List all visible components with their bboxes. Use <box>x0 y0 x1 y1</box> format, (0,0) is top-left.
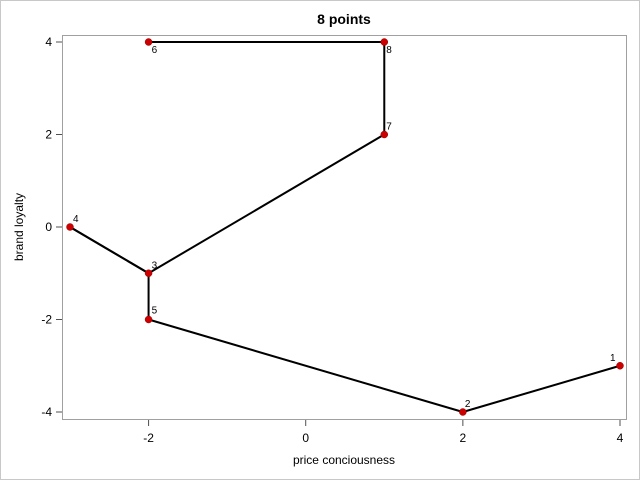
y-tick-label: -2 <box>41 313 52 327</box>
y-tick-label: 2 <box>45 128 52 142</box>
y-tick-label: 0 <box>45 220 52 234</box>
y-axis-label: brand loyalty <box>12 193 26 261</box>
series-line-segment <box>462 364 621 413</box>
data-point-label: 2 <box>465 399 471 410</box>
data-point-marker <box>459 408 467 416</box>
x-tick-label: -2 <box>143 431 154 445</box>
data-point-label: 6 <box>152 45 158 56</box>
y-tick-label: -4 <box>41 405 52 419</box>
data-point-marker <box>616 362 624 370</box>
x-tick-label: 4 <box>617 431 624 445</box>
data-point-label: 7 <box>386 122 392 133</box>
data-point-label: 5 <box>152 306 158 317</box>
series-line-segment <box>148 318 464 413</box>
plot-frame <box>62 35 627 420</box>
x-axis: -2 0 2 4 <box>143 420 624 445</box>
data-point-label: 3 <box>152 260 158 271</box>
x-tick-label: 2 <box>460 431 467 445</box>
data-point-label: 8 <box>386 45 392 56</box>
data-point-marker <box>380 130 389 139</box>
data-point-marker <box>144 38 153 46</box>
series-line-segment <box>148 133 385 275</box>
x-axis-label: price conciousness <box>293 453 395 467</box>
series-group: 1 2 5 3 4 7 8 6 <box>66 38 624 416</box>
data-point-marker <box>144 269 153 277</box>
data-point-marker <box>144 315 153 324</box>
data-point-marker <box>66 223 74 231</box>
data-point-label: 4 <box>73 214 79 225</box>
x-tick-label: 0 <box>302 431 309 445</box>
y-axis: 4 2 0 -2 -4 <box>41 35 62 419</box>
data-point-label: 1 <box>610 353 616 364</box>
data-point-marker <box>380 38 389 46</box>
chart-title: 8 points <box>317 11 371 27</box>
y-tick-label: 4 <box>45 35 52 49</box>
series-line-segment <box>69 226 150 275</box>
